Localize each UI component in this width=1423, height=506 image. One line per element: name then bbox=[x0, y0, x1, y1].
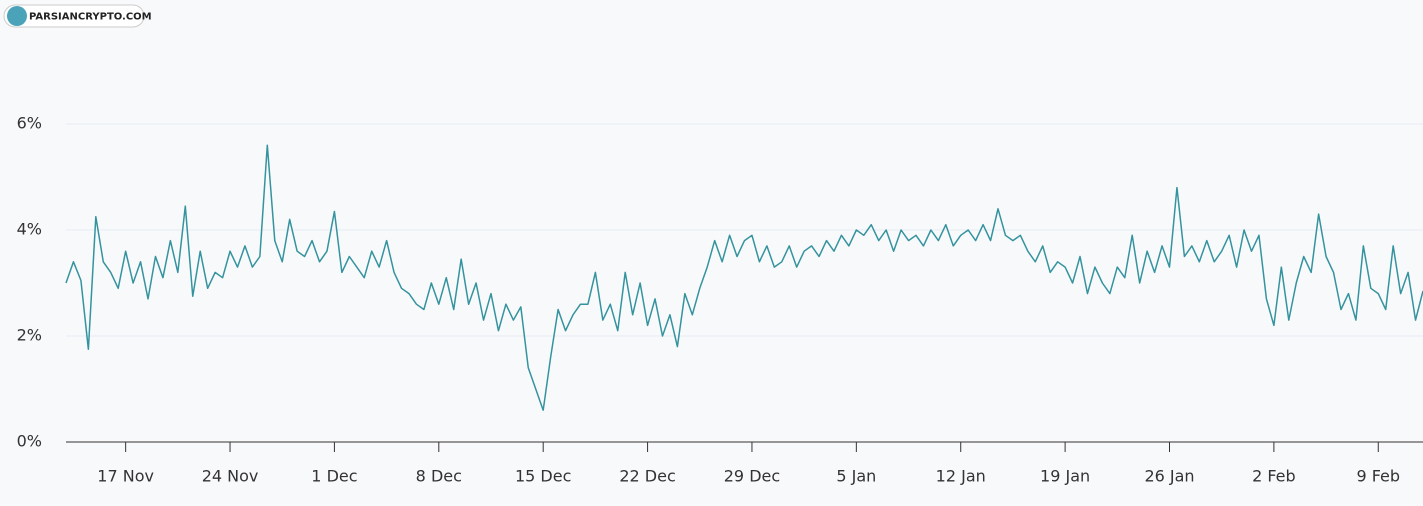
x-tick-label: 9 Feb bbox=[1356, 467, 1400, 486]
y-tick-label: 0% bbox=[17, 432, 42, 451]
x-tick-label: 8 Dec bbox=[416, 467, 462, 486]
x-tick-label: 24 Nov bbox=[202, 467, 259, 486]
x-tick-label: 26 Jan bbox=[1144, 467, 1194, 486]
x-tick-label: 2 Feb bbox=[1252, 467, 1296, 486]
x-tick-label: 29 Dec bbox=[724, 467, 780, 486]
data-line bbox=[65, 144, 1423, 411]
watermark-text: PARSIANCRYPTO.COM bbox=[29, 12, 152, 23]
x-tick-label: 17 Nov bbox=[97, 467, 154, 486]
y-tick-label: 2% bbox=[17, 326, 42, 345]
x-tick-label: 5 Jan bbox=[836, 467, 876, 486]
x-tick-label: 19 Jan bbox=[1040, 467, 1090, 486]
y-tick-label: 6% bbox=[17, 114, 42, 133]
watermark-icon bbox=[7, 6, 27, 26]
x-tick-label: 1 Dec bbox=[311, 467, 357, 486]
x-tick-label: 22 Dec bbox=[619, 467, 675, 486]
watermark-pill bbox=[3, 4, 145, 28]
x-tick-label: 12 Jan bbox=[936, 467, 986, 486]
y-tick-label: 4% bbox=[17, 220, 42, 239]
watermark: PARSIANCRYPTO.COM bbox=[3, 4, 152, 28]
x-tick-label: 15 Dec bbox=[515, 467, 571, 486]
